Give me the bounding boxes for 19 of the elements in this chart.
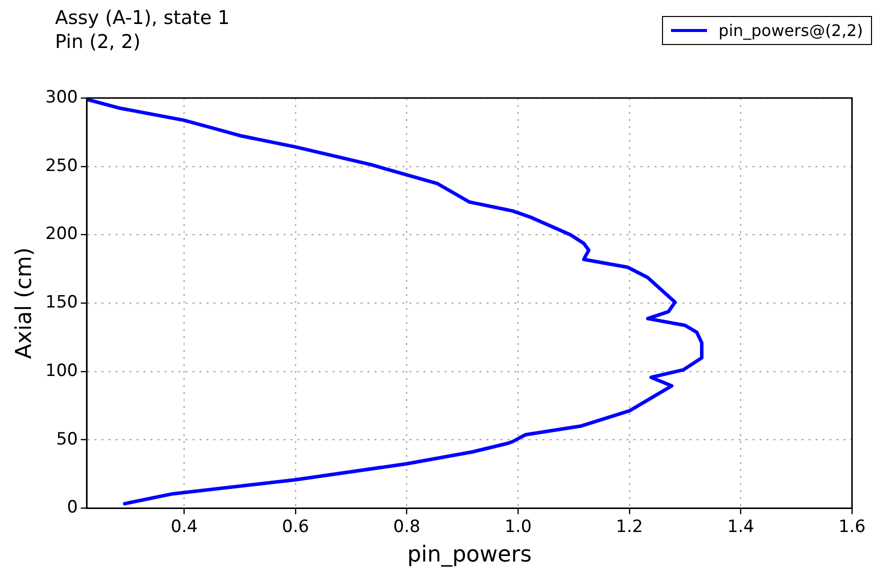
y-tick-label: 150 [45, 292, 78, 313]
y-tick-label: 250 [45, 156, 78, 176]
x-tick-label: 1.2 [616, 516, 643, 537]
x-tick-label: 1.4 [727, 516, 754, 537]
x-tick-label: 0.8 [393, 516, 420, 537]
y-tick-label: 50 [56, 429, 78, 450]
x-tick-label: 0.4 [170, 516, 198, 537]
legend-label: pin_powers@(2,2) [718, 21, 863, 40]
chart-subtitle: Pin (2, 2) [55, 30, 142, 54]
x-tick-label: 0.6 [282, 516, 310, 537]
y-tick-label: 0 [67, 498, 78, 518]
y-axis-title: Axial (cm) [12, 247, 37, 359]
y-tick-label: 300 [45, 87, 78, 108]
x-tick-label: 1.6 [838, 516, 866, 537]
x-tick-label: 1.0 [504, 516, 532, 537]
x-axis-title: pin_powers [407, 542, 532, 568]
y-tick-label: 100 [45, 360, 78, 381]
y-tick-label: 200 [45, 224, 78, 244]
chart-title: Assy (A-1), state 1 [55, 6, 230, 30]
